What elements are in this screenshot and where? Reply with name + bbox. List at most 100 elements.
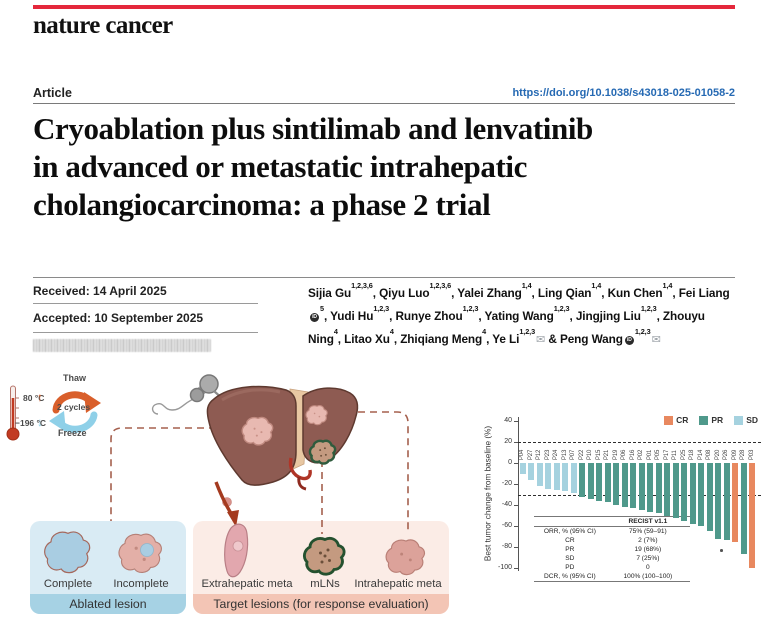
waterfall-bar bbox=[698, 463, 705, 526]
article-type-label: Article bbox=[33, 86, 72, 100]
patient-id-label: P22 bbox=[578, 449, 585, 460]
thaw-label: Thaw bbox=[63, 373, 87, 383]
y-tick-mark bbox=[514, 526, 518, 527]
thermometer-icon bbox=[6, 385, 20, 441]
target-lesions-panel: Target lesions (for response evaluation) bbox=[193, 521, 449, 614]
temperature-high-label: 80 °C bbox=[23, 393, 45, 403]
patient-id-label: P16 bbox=[629, 449, 636, 460]
y-tick-label: -60 bbox=[501, 522, 512, 529]
waterfall-bar bbox=[613, 463, 620, 505]
author: Peng Wang iD1,2,3✉ bbox=[559, 326, 661, 346]
liver-illustration bbox=[206, 385, 359, 491]
legend-swatch bbox=[734, 415, 744, 425]
y-tick-label: -20 bbox=[501, 480, 512, 487]
liver-tumor-secondary bbox=[305, 405, 328, 426]
waterfall-bar bbox=[715, 463, 722, 539]
freeze-label: Freeze bbox=[58, 428, 87, 438]
waterfall-bar bbox=[749, 463, 756, 568]
recist-table-row: DCR, % (95% CI) 100% (100–100) bbox=[544, 573, 673, 580]
patient-id-label: P11 bbox=[672, 450, 679, 460]
author: Runye Zhou1,2,3, bbox=[395, 303, 485, 323]
patient-id-label: P17 bbox=[663, 449, 670, 460]
waterfall-bar bbox=[664, 463, 671, 516]
freeze-thaw-cycle-icon bbox=[49, 391, 101, 433]
incomplete-label: Incomplete bbox=[113, 578, 169, 590]
y-tick-label: -80 bbox=[501, 543, 512, 550]
envelope-icon[interactable]: ✉ bbox=[651, 333, 661, 346]
waterfall-bar bbox=[638, 463, 645, 511]
author-list: Sijia Gu1,2,3,6, Qiyu Luo1,2,3,6, Yalei … bbox=[308, 280, 740, 350]
patient-id-label: P24 bbox=[553, 449, 560, 460]
author: Jingjing Liu1,2,3, bbox=[575, 303, 663, 323]
author: Yudi Hu1,2,3, bbox=[330, 303, 396, 323]
recist-table-row: SD 7 (25%) bbox=[565, 555, 660, 562]
meta-divider bbox=[33, 303, 258, 304]
waterfall-bar bbox=[570, 463, 577, 494]
patient-id-label: P25 bbox=[680, 449, 687, 460]
patient-id-label: P13 bbox=[561, 449, 568, 460]
envelope-icon[interactable]: ✉ bbox=[536, 333, 546, 346]
accepted-date: Accepted: 10 September 2025 bbox=[33, 311, 204, 325]
patient-id-label: P12 bbox=[536, 449, 543, 460]
author: Zhouyu Ning4, bbox=[308, 308, 705, 346]
author: Kun Chen1,4, bbox=[607, 281, 679, 300]
significance-dot bbox=[720, 549, 723, 552]
y-tick-label: -100 bbox=[497, 564, 512, 571]
y-tick-mark bbox=[514, 421, 518, 422]
waterfall-bar bbox=[604, 463, 611, 502]
title-line: Cryoablation plus sintilimab and lenvati… bbox=[33, 111, 593, 146]
redacted-publication-line bbox=[33, 339, 211, 352]
article-title: Cryoablation plus sintilimab and lenvati… bbox=[33, 110, 739, 224]
patient-id-label: P01 bbox=[646, 449, 653, 460]
waterfall-bar bbox=[689, 463, 696, 524]
author: Litao Xu4, bbox=[344, 326, 401, 346]
chart-legend: CR PR SD bbox=[664, 415, 758, 425]
orcid-icon[interactable]: iD bbox=[310, 312, 319, 322]
author: Sijia Gu1,2,3,6, bbox=[308, 281, 380, 300]
author: Ye Li1,2,3✉ & bbox=[492, 326, 560, 346]
doi-link[interactable]: https://doi.org/10.1038/s43018-025-01058… bbox=[512, 87, 735, 99]
waterfall-bar bbox=[579, 463, 586, 497]
y-tick-mark bbox=[514, 568, 518, 569]
patient-id-label: P03 bbox=[748, 449, 755, 460]
orcid-icon[interactable]: iD bbox=[624, 335, 634, 345]
legend-swatch bbox=[699, 415, 709, 425]
received-date: Received: 14 April 2025 bbox=[33, 284, 167, 298]
recist-table-row: PR 19 (68%) bbox=[565, 546, 662, 553]
legend-item-pr: PR bbox=[699, 415, 723, 425]
patient-id-label: P18 bbox=[689, 449, 696, 460]
patient-id-label: P21 bbox=[604, 449, 611, 460]
reference-dashed-line bbox=[518, 442, 761, 443]
recist-table-row: CR 2 (7%) bbox=[565, 537, 658, 544]
legend-swatch bbox=[664, 415, 674, 425]
ablated-lesion-caption: Ablated lesion bbox=[30, 594, 186, 614]
patient-id-label: P05 bbox=[655, 449, 662, 460]
patient-id-label: P09 bbox=[731, 449, 738, 460]
waterfall-bar bbox=[647, 463, 654, 513]
waterfall-bar bbox=[655, 463, 662, 514]
waterfall-bar bbox=[740, 463, 747, 555]
liver-lymph-node bbox=[308, 439, 337, 465]
waterfall-bar bbox=[723, 463, 730, 540]
waterfall-bar bbox=[562, 463, 569, 492]
recist-table-row: PD 0 bbox=[565, 564, 650, 571]
mlns-label: mLNs bbox=[310, 578, 340, 590]
waterfall-bar bbox=[553, 463, 560, 491]
title-line: cholangiocarcinoma: a phase 2 trial bbox=[33, 187, 491, 222]
y-tick-label: -40 bbox=[501, 501, 512, 508]
y-axis-line bbox=[518, 417, 519, 571]
temperature-up-arrow-icon: ↑ bbox=[37, 390, 43, 404]
waterfall-bar bbox=[681, 463, 688, 521]
y-tick-label: 0 bbox=[508, 459, 512, 466]
waterfall-bar bbox=[621, 463, 628, 508]
waterfall-bar bbox=[630, 463, 637, 509]
liver-tumor-primary bbox=[241, 416, 274, 446]
cryoprobe-icon bbox=[151, 374, 259, 432]
intrahepatic-meta-label: Intrahepatic meta bbox=[354, 578, 442, 590]
patient-id-label: P20 bbox=[714, 449, 721, 460]
patient-id-label: P27 bbox=[527, 449, 534, 460]
author: Zhiqiang Meng4, bbox=[400, 326, 493, 346]
waterfall-bar bbox=[732, 463, 739, 542]
waterfall-bar bbox=[706, 463, 713, 532]
